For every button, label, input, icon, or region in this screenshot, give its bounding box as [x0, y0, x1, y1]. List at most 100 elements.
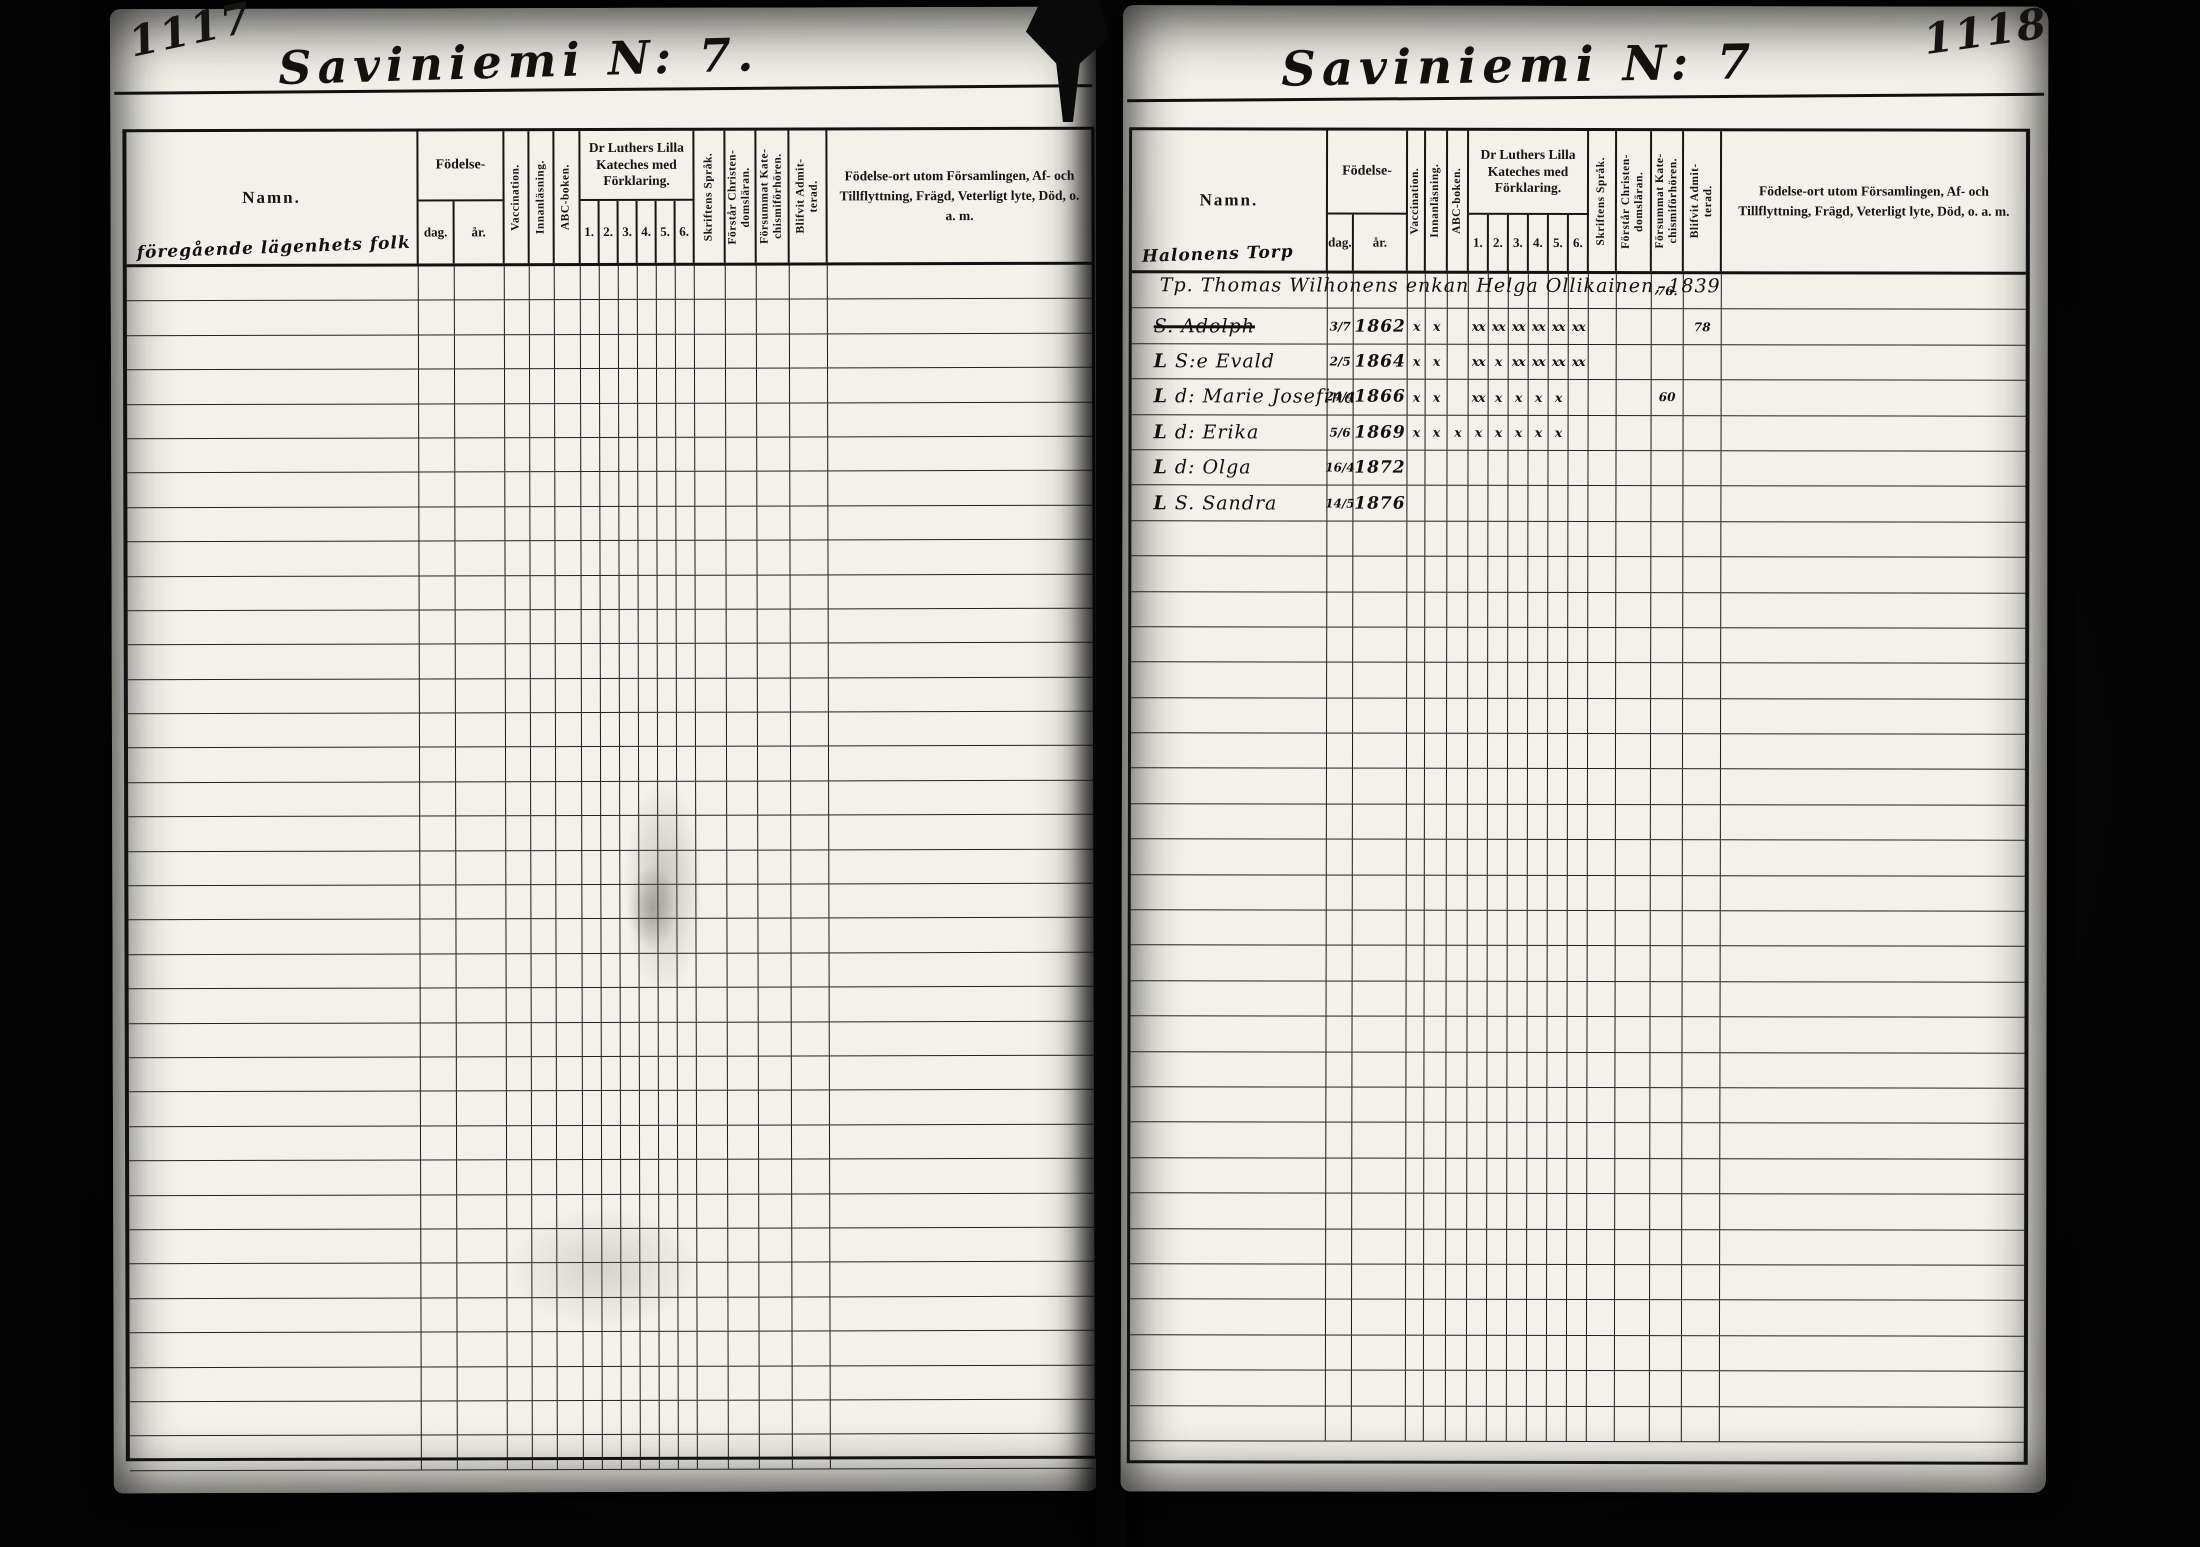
empty-row — [128, 849, 1094, 887]
table-cell — [556, 781, 583, 816]
table-cell — [656, 334, 677, 369]
table-cell — [601, 781, 621, 816]
table-cell — [600, 747, 621, 781]
table-cell — [791, 884, 830, 918]
table-cell — [1446, 875, 1468, 910]
table-cell — [790, 609, 829, 643]
table-cell — [618, 265, 638, 300]
table-cell — [638, 437, 658, 472]
table-cell — [127, 576, 420, 611]
table-cell — [557, 1366, 584, 1401]
table-cell — [504, 334, 531, 369]
table-cell — [697, 1194, 729, 1228]
table-cell — [128, 988, 421, 1023]
header-skriftens-sprak-label: Skriftens Språk. — [702, 152, 715, 242]
table-cell — [456, 816, 507, 851]
table-cell: x — [1508, 380, 1529, 415]
birth-day: 5/6 — [1329, 425, 1351, 440]
table-cell: 1864 — [1353, 344, 1408, 379]
table-cell — [1130, 768, 1327, 804]
table-cell — [828, 402, 1092, 436]
table-cell — [581, 609, 601, 644]
table-cell — [1425, 521, 1448, 556]
table-cell — [697, 1400, 729, 1435]
table-cell — [530, 713, 556, 747]
table-cell — [1353, 698, 1408, 733]
table-cell — [658, 988, 678, 1022]
table-cell — [457, 1263, 508, 1298]
empty-row — [1131, 627, 2026, 665]
exam-mark: xx — [1531, 354, 1545, 370]
table-cell — [640, 1400, 660, 1435]
table-cell — [657, 678, 677, 712]
table-cell — [757, 575, 791, 609]
table-cell — [1353, 592, 1408, 627]
table-cell — [454, 335, 506, 369]
table-cell — [1406, 981, 1425, 1016]
name-text: d: Erika — [1174, 421, 1260, 444]
table-cell — [1588, 415, 1617, 451]
table-cell — [1508, 698, 1529, 733]
table-cell — [421, 1298, 458, 1332]
table-cell — [657, 472, 677, 506]
header-forstar-christendomslaran: Förstår Christen- domsläran. — [725, 130, 757, 263]
table-cell — [1425, 486, 1448, 521]
table-cell — [695, 437, 727, 472]
table-cell — [128, 954, 421, 989]
check-mark: L — [1153, 456, 1168, 479]
table-cell — [792, 1331, 831, 1366]
table-cell — [506, 1091, 532, 1126]
table-cell — [678, 1366, 698, 1400]
table-cell — [1507, 1052, 1528, 1087]
table-cell — [1129, 1299, 1327, 1335]
table-cell — [676, 368, 696, 403]
table-cell — [1527, 875, 1548, 910]
header-abc-boken-label: ABC-boken. — [1450, 167, 1463, 234]
table-cell — [457, 1401, 508, 1435]
table-cell — [1588, 557, 1617, 592]
table-cell — [1326, 1052, 1353, 1087]
table-cell — [1547, 875, 1568, 911]
table-cell — [1467, 1264, 1488, 1300]
table-cell — [1682, 946, 1721, 982]
table-cell — [1682, 805, 1721, 840]
table-cell — [1616, 451, 1652, 486]
table-cell — [1507, 1229, 1528, 1264]
table-cell — [1650, 946, 1683, 981]
table-cell: 1872 — [1353, 450, 1408, 486]
table-cell — [1720, 1301, 2024, 1336]
exam-mark: x — [1514, 425, 1522, 441]
table-cell — [507, 1229, 533, 1263]
table-cell — [621, 1194, 641, 1228]
table-cell — [505, 506, 531, 541]
header-admitterad-label: Blifvit Admit- terad. — [794, 158, 820, 235]
table-cell — [1568, 380, 1589, 415]
table-cell — [1615, 875, 1651, 911]
table-cell — [791, 1022, 830, 1056]
table-cell — [676, 506, 696, 540]
table-cell — [657, 575, 677, 609]
table-cell — [830, 1021, 1094, 1055]
table-cell — [1467, 1016, 1488, 1052]
table-cell — [506, 919, 532, 954]
table-cell — [421, 1229, 458, 1263]
table-cell: 1869 — [1353, 415, 1408, 450]
table-cell — [620, 1091, 640, 1125]
table-cell — [507, 1194, 533, 1229]
empty-row — [128, 1124, 1095, 1162]
table-cell — [1508, 521, 1529, 557]
table-cell — [419, 541, 456, 576]
table-cell — [457, 1435, 508, 1470]
table-cell — [1546, 1335, 1567, 1371]
table-cell — [1547, 734, 1569, 769]
table-cell — [455, 506, 506, 541]
table-cell — [504, 266, 530, 300]
table-cell — [1447, 556, 1469, 592]
table-cell — [126, 266, 419, 301]
table-cell — [555, 438, 582, 472]
header-fodelse: Födelse- — [1327, 130, 1409, 215]
header-ar: år. — [454, 201, 505, 264]
